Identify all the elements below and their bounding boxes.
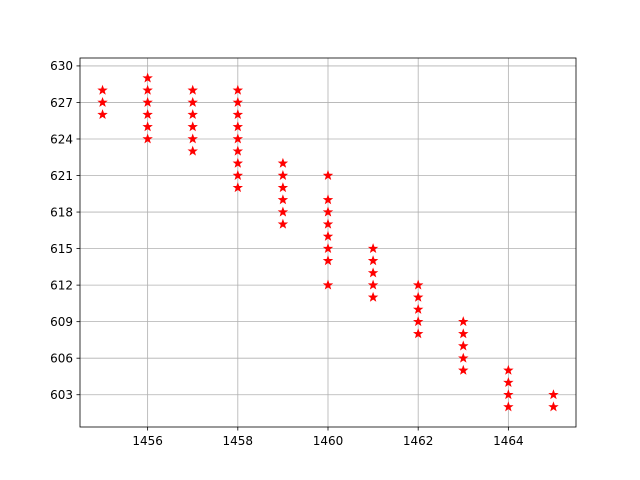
data-point-star	[367, 279, 379, 290]
data-point-star	[322, 194, 334, 205]
data-point-star	[142, 133, 153, 144]
data-point-star	[187, 96, 198, 107]
data-point-star	[458, 364, 469, 375]
x-tick-label: 1458	[223, 434, 254, 448]
y-tick-label: 606	[50, 351, 73, 365]
data-point-star	[322, 243, 334, 254]
data-points	[97, 72, 559, 412]
data-point-star	[187, 145, 198, 156]
data-point-star	[367, 255, 379, 266]
data-point-star	[503, 389, 514, 400]
data-point-star	[142, 84, 153, 95]
data-point-star	[277, 194, 289, 205]
x-tick-label: 1456	[132, 434, 163, 448]
data-point-star	[367, 243, 379, 254]
data-point-star	[458, 352, 469, 363]
data-point-star	[322, 218, 334, 229]
y-tick-label: 627	[50, 96, 73, 110]
data-point-star	[322, 279, 334, 290]
data-point-star	[277, 218, 289, 229]
data-point-star	[458, 316, 469, 327]
x-tick-label: 1460	[313, 434, 344, 448]
y-tick-label: 621	[50, 169, 73, 183]
data-point-star	[412, 279, 424, 290]
y-tick-label: 603	[50, 388, 73, 402]
data-point-star	[232, 170, 244, 180]
data-point-star	[412, 328, 424, 339]
data-point-star	[187, 133, 198, 144]
data-point-star	[97, 84, 108, 95]
data-point-star	[548, 401, 559, 412]
data-point-star	[232, 84, 244, 95]
data-point-star	[97, 109, 108, 120]
data-point-star	[97, 96, 108, 107]
data-point-star	[277, 157, 289, 168]
data-point-star	[322, 170, 334, 180]
data-point-star	[503, 401, 514, 412]
data-point-star	[458, 340, 469, 351]
data-point-star	[277, 206, 289, 217]
y-tick-label: 615	[50, 242, 73, 256]
data-point-star	[232, 182, 244, 193]
data-point-star	[232, 109, 244, 120]
data-point-star	[503, 377, 514, 387]
data-point-star	[142, 72, 153, 83]
data-point-star	[232, 96, 244, 107]
data-point-star	[277, 182, 289, 193]
data-point-star	[367, 267, 379, 278]
data-point-star	[232, 133, 244, 144]
data-point-star	[277, 170, 289, 180]
data-point-star	[458, 328, 469, 339]
grid-lines	[80, 58, 576, 427]
data-point-star	[142, 109, 153, 120]
data-point-star	[187, 109, 198, 120]
x-tick-label: 1462	[403, 434, 434, 448]
y-tick-label: 624	[50, 132, 73, 146]
data-point-star	[232, 157, 244, 168]
data-point-star	[367, 291, 379, 302]
data-point-star	[142, 121, 153, 132]
data-point-star	[412, 316, 424, 327]
data-point-star	[232, 121, 244, 132]
data-point-star	[503, 364, 514, 375]
data-point-star	[322, 255, 334, 266]
data-point-star	[187, 84, 198, 95]
data-point-star	[322, 206, 334, 217]
data-point-star	[322, 230, 334, 241]
data-point-star	[232, 145, 244, 156]
data-point-star	[548, 389, 559, 400]
data-point-star	[412, 304, 424, 314]
y-tick-label: 618	[50, 205, 73, 219]
y-tick-label: 630	[50, 59, 73, 73]
data-point-star	[142, 96, 153, 107]
y-tick-label: 612	[50, 278, 73, 292]
y-axis-ticks: 603 606 609 612 615 618 621 624 627 630	[50, 59, 80, 402]
y-tick-label: 609	[50, 315, 73, 329]
x-axis-ticks: 1456 1458 1460 1462 1464	[132, 427, 524, 448]
data-point-star	[187, 121, 198, 132]
x-tick-label: 1464	[493, 434, 524, 448]
data-point-star	[412, 291, 424, 302]
